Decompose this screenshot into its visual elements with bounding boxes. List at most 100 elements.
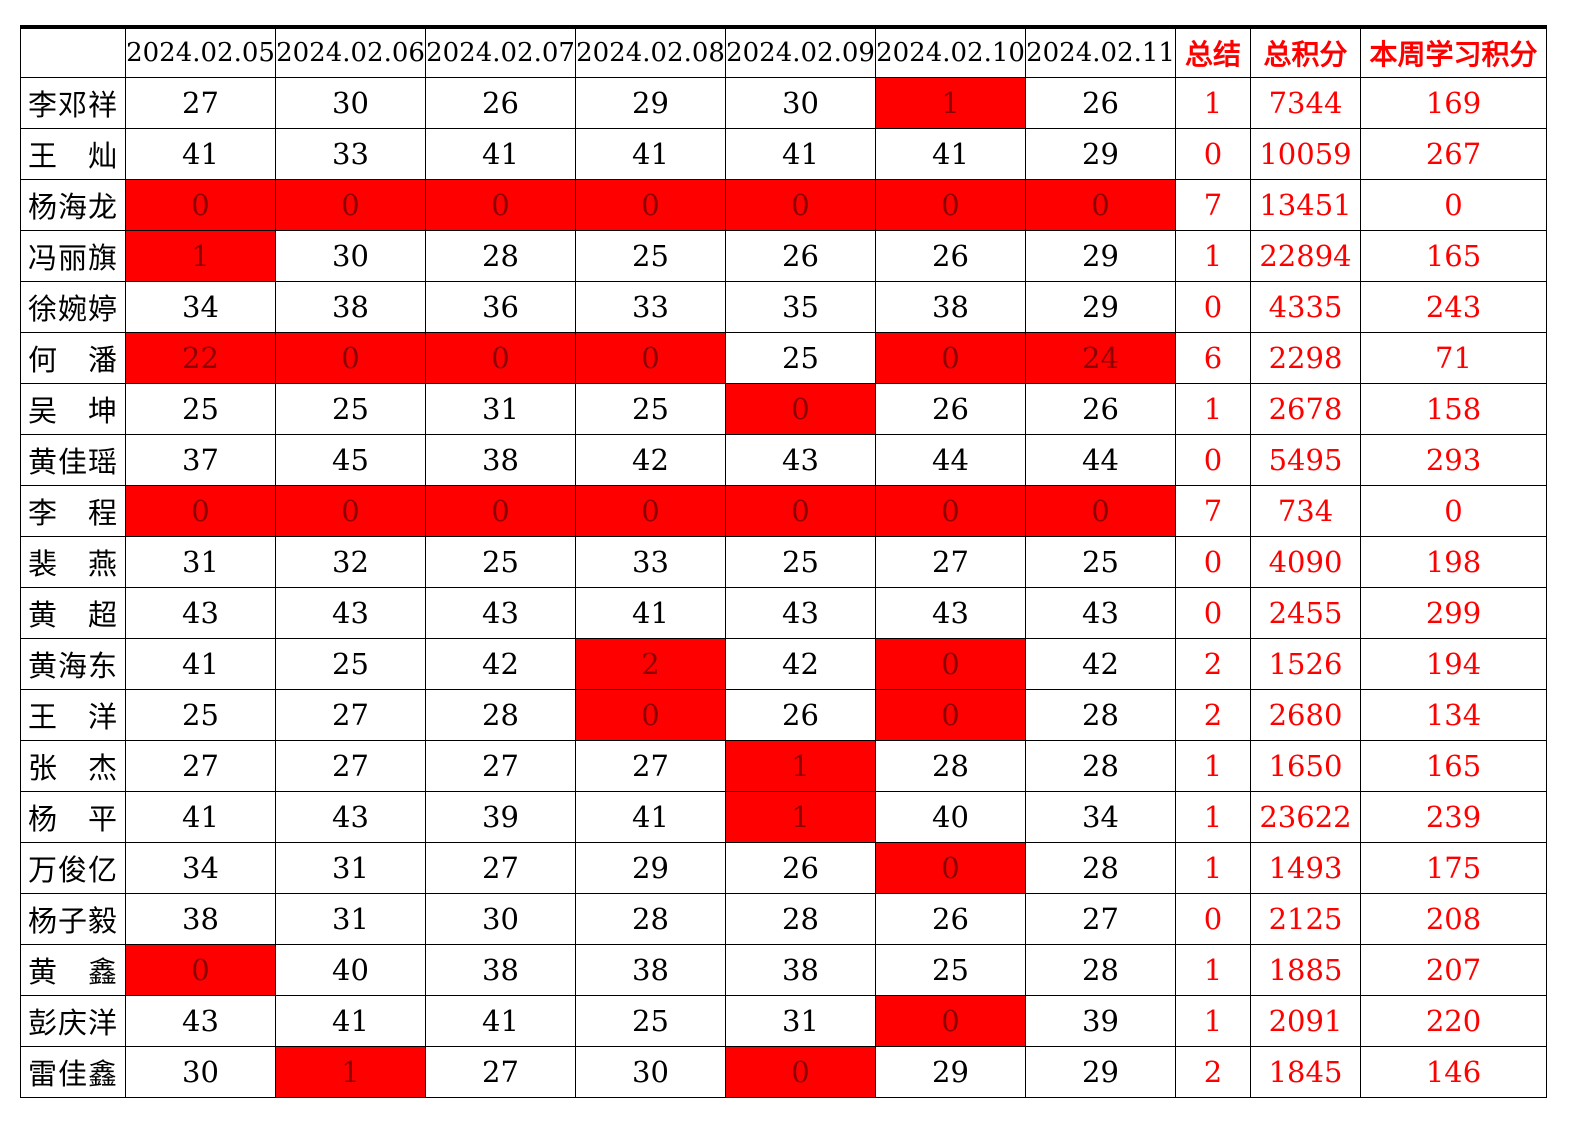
week-points-cell: 146 bbox=[1360, 1045, 1547, 1098]
week-points-cell: 158 bbox=[1360, 382, 1547, 435]
daily-score-cell: 41 bbox=[425, 994, 576, 1047]
daily-score-cell: 28 bbox=[1025, 739, 1176, 792]
daily-score-cell: 42 bbox=[575, 433, 726, 486]
table-row: 李 程 0 0 0 0 0 0 0 7 734 0 bbox=[20, 484, 1547, 537]
daily-score-cell: 31 bbox=[725, 994, 876, 1047]
daily-score-cell: 38 bbox=[425, 433, 576, 486]
daily-score-cell: 44 bbox=[1025, 433, 1176, 486]
daily-score-cell: 41 bbox=[725, 127, 876, 180]
daily-score-cell: 0 bbox=[875, 637, 1026, 690]
daily-score-cell: 0 bbox=[125, 943, 276, 996]
daily-score-cell: 26 bbox=[1025, 382, 1176, 435]
daily-score-cell: 30 bbox=[125, 1045, 276, 1098]
total-points-cell: 1493 bbox=[1250, 841, 1361, 894]
daily-score-cell: 1 bbox=[275, 1045, 426, 1098]
daily-score-cell: 38 bbox=[575, 943, 726, 996]
daily-score-cell: 0 bbox=[425, 484, 576, 537]
daily-score-cell: 25 bbox=[575, 382, 726, 435]
date-column-header-4: 2024.02.08 bbox=[575, 26, 726, 78]
week-points-column-header: 本周学习积分 bbox=[1360, 26, 1547, 78]
daily-score-cell: 36 bbox=[425, 280, 576, 333]
date-column-header-3: 2024.02.07 bbox=[425, 26, 576, 78]
daily-score-cell: 32 bbox=[275, 535, 426, 588]
total-points-cell: 1526 bbox=[1250, 637, 1361, 690]
daily-score-cell: 43 bbox=[725, 586, 876, 639]
daily-score-cell: 25 bbox=[725, 535, 876, 588]
table-header: 2024.02.05 2024.02.06 2024.02.07 2024.02… bbox=[20, 26, 1547, 78]
daily-score-cell: 26 bbox=[875, 892, 1026, 945]
daily-score-cell: 39 bbox=[425, 790, 576, 843]
table-row: 雷佳鑫 30 1 27 30 0 29 29 2 1845 146 bbox=[20, 1045, 1547, 1098]
week-points-cell: 175 bbox=[1360, 841, 1547, 894]
daily-score-cell: 28 bbox=[425, 229, 576, 282]
daily-score-cell: 2 bbox=[575, 637, 726, 690]
student-name: 王 洋 bbox=[20, 688, 126, 741]
daily-score-cell: 33 bbox=[575, 535, 726, 588]
daily-score-cell: 29 bbox=[1025, 1045, 1176, 1098]
daily-score-cell: 1 bbox=[725, 739, 876, 792]
daily-score-cell: 27 bbox=[425, 739, 576, 792]
daily-score-cell: 30 bbox=[425, 892, 576, 945]
daily-score-cell: 28 bbox=[725, 892, 876, 945]
daily-score-cell: 29 bbox=[1025, 229, 1176, 282]
daily-score-cell: 0 bbox=[575, 484, 726, 537]
daily-score-cell: 25 bbox=[125, 688, 276, 741]
daily-score-cell: 43 bbox=[725, 433, 876, 486]
total-points-cell: 4335 bbox=[1250, 280, 1361, 333]
daily-score-cell: 34 bbox=[1025, 790, 1176, 843]
week-points-cell: 0 bbox=[1360, 178, 1547, 231]
daily-score-cell: 38 bbox=[725, 943, 876, 996]
week-points-cell: 299 bbox=[1360, 586, 1547, 639]
daily-score-cell: 40 bbox=[275, 943, 426, 996]
student-name: 徐婉婷 bbox=[20, 280, 126, 333]
daily-score-cell: 34 bbox=[125, 280, 276, 333]
daily-score-cell: 0 bbox=[725, 178, 876, 231]
summary-count-cell: 2 bbox=[1175, 1045, 1251, 1098]
daily-score-cell: 1 bbox=[125, 229, 276, 282]
daily-score-cell: 0 bbox=[875, 994, 1026, 1047]
daily-score-cell: 0 bbox=[875, 688, 1026, 741]
student-name: 何 潘 bbox=[20, 331, 126, 384]
daily-score-cell: 0 bbox=[575, 331, 726, 384]
date-column-header-7: 2024.02.11 bbox=[1025, 26, 1176, 78]
daily-score-cell: 26 bbox=[725, 841, 876, 894]
summary-count-cell: 0 bbox=[1175, 892, 1251, 945]
corner-cell bbox=[20, 26, 126, 78]
daily-score-cell: 39 bbox=[1025, 994, 1176, 1047]
daily-score-cell: 25 bbox=[875, 943, 1026, 996]
daily-score-cell: 41 bbox=[125, 637, 276, 690]
week-points-cell: 165 bbox=[1360, 739, 1547, 792]
week-points-cell: 207 bbox=[1360, 943, 1547, 996]
student-name: 李邓祥 bbox=[20, 76, 126, 129]
daily-score-cell: 0 bbox=[275, 484, 426, 537]
total-points-cell: 4090 bbox=[1250, 535, 1361, 588]
daily-score-cell: 30 bbox=[575, 1045, 726, 1098]
week-points-cell: 134 bbox=[1360, 688, 1547, 741]
daily-score-cell: 42 bbox=[425, 637, 576, 690]
daily-score-cell: 28 bbox=[875, 739, 1026, 792]
student-name: 雷佳鑫 bbox=[20, 1045, 126, 1098]
week-points-cell: 243 bbox=[1360, 280, 1547, 333]
daily-score-cell: 42 bbox=[725, 637, 876, 690]
daily-score-cell: 0 bbox=[875, 484, 1026, 537]
total-points-cell: 2091 bbox=[1250, 994, 1361, 1047]
daily-score-cell: 38 bbox=[875, 280, 1026, 333]
daily-score-cell: 28 bbox=[1025, 943, 1176, 996]
daily-score-cell: 26 bbox=[875, 382, 1026, 435]
week-points-cell: 208 bbox=[1360, 892, 1547, 945]
table-row: 彭庆洋 43 41 41 25 31 0 39 1 2091 220 bbox=[20, 994, 1547, 1047]
daily-score-cell: 41 bbox=[575, 790, 726, 843]
week-points-cell: 71 bbox=[1360, 331, 1547, 384]
student-name: 黄海东 bbox=[20, 637, 126, 690]
daily-score-cell: 0 bbox=[575, 688, 726, 741]
daily-score-cell: 30 bbox=[275, 76, 426, 129]
date-column-header-1: 2024.02.05 bbox=[125, 26, 276, 78]
daily-score-cell: 25 bbox=[575, 229, 726, 282]
week-points-cell: 239 bbox=[1360, 790, 1547, 843]
date-column-header-2: 2024.02.06 bbox=[275, 26, 426, 78]
daily-score-cell: 45 bbox=[275, 433, 426, 486]
total-points-cell: 2680 bbox=[1250, 688, 1361, 741]
summary-count-cell: 7 bbox=[1175, 178, 1251, 231]
summary-count-cell: 2 bbox=[1175, 637, 1251, 690]
student-name: 王 灿 bbox=[20, 127, 126, 180]
